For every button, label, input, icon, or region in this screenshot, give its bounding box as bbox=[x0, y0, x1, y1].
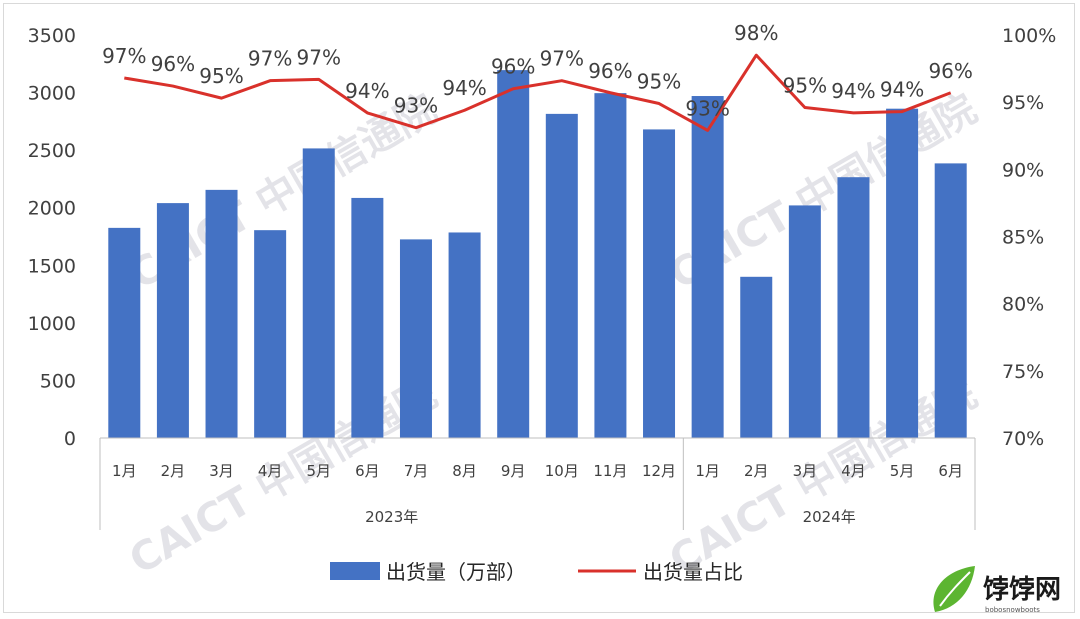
bar bbox=[302, 148, 335, 438]
legend: 出货量（万部） 出货量占比 bbox=[330, 560, 743, 584]
legend-swatch-bar bbox=[330, 562, 380, 580]
y-left-tick-label: 1500 bbox=[28, 255, 76, 277]
line-data-label: 93% bbox=[394, 94, 438, 118]
leaf-icon bbox=[933, 566, 975, 612]
y-axis-left: 0 500 1000 1500 2000 2500 3000 3500 bbox=[28, 25, 76, 450]
bar bbox=[448, 232, 481, 438]
x-tick-label: 2月 bbox=[161, 462, 186, 480]
bar bbox=[837, 177, 870, 439]
line-data-label: 94% bbox=[345, 79, 389, 103]
line-data-label: 94% bbox=[880, 78, 924, 102]
line-data-label: 95% bbox=[783, 74, 827, 98]
bar bbox=[886, 108, 919, 438]
x-tick-label: 11月 bbox=[593, 462, 627, 480]
share-line bbox=[124, 53, 952, 132]
line-data-label: 93% bbox=[685, 96, 729, 120]
y-left-tick-label: 1000 bbox=[28, 313, 76, 335]
x-tick-label: 3月 bbox=[209, 462, 234, 480]
line-data-label: 98% bbox=[734, 21, 778, 45]
y-left-tick-label: 2500 bbox=[28, 140, 76, 162]
bar bbox=[691, 96, 724, 439]
bar bbox=[205, 189, 238, 438]
line-data-label: 94% bbox=[442, 76, 486, 100]
x-group-label: 2023年 bbox=[365, 508, 418, 526]
y-right-tick-label: 100% bbox=[1002, 25, 1056, 47]
y-right-tick-label: 85% bbox=[1002, 227, 1044, 249]
line-data-label: 97% bbox=[540, 47, 584, 71]
line-data-label: 96% bbox=[588, 59, 632, 83]
x-tick-label: 5月 bbox=[306, 462, 331, 480]
y-left-tick-label: 2000 bbox=[28, 198, 76, 220]
bar bbox=[108, 227, 141, 438]
bar bbox=[788, 205, 821, 438]
logo-subtitle: bobosnowboots bbox=[985, 606, 1040, 614]
line-series bbox=[124, 53, 952, 132]
bar bbox=[399, 239, 432, 438]
x-tick-label: 8月 bbox=[452, 462, 477, 480]
line-data-labels: 97% 96%95%97% 97%94%93%94%96% 97%96% 95%93%9… bbox=[102, 21, 973, 120]
x-group-label: 2024年 bbox=[803, 508, 856, 526]
line-data-label: 97% bbox=[248, 47, 292, 71]
y-right-tick-label: 90% bbox=[1002, 159, 1044, 181]
bar bbox=[740, 276, 773, 438]
legend-label-bar: 出货量（万部） bbox=[386, 560, 526, 584]
x-tick-label: 9月 bbox=[501, 462, 526, 480]
x-tick-label: 4月 bbox=[258, 462, 283, 480]
bar bbox=[934, 163, 967, 439]
x-axis-categories: 1月 2月 3月 4月 5月 6月 7月 8月 9月 10月 11月 12月 1月 2月 3月 4月 5月 6月 2… bbox=[99, 438, 976, 530]
x-tick-label: 3月 bbox=[793, 462, 818, 480]
y-right-tick-label: 75% bbox=[1002, 361, 1044, 383]
line-data-label: 96% bbox=[151, 52, 195, 76]
legend-label-line: 出货量占比 bbox=[643, 560, 743, 584]
chart-frame bbox=[3, 3, 1075, 613]
x-tick-label: 12月 bbox=[642, 462, 676, 480]
y-left-tick-label: 3500 bbox=[28, 25, 76, 47]
x-tick-label: 2月 bbox=[744, 462, 769, 480]
y-left-tick-label: 0 bbox=[64, 428, 76, 450]
x-tick-label: 6月 bbox=[938, 462, 963, 480]
site-logo: 饽饽网 bobosnowboots bbox=[933, 566, 1061, 614]
x-tick-label: 5月 bbox=[890, 462, 915, 480]
x-tick-label: 1月 bbox=[695, 462, 720, 480]
line-data-label: 95% bbox=[637, 70, 681, 94]
bar bbox=[254, 230, 287, 438]
y-left-tick-label: 3000 bbox=[28, 83, 76, 105]
y-axis-right: 70% 75% 80% 85% 90% 95% 100% bbox=[1002, 25, 1056, 450]
bar-series bbox=[108, 70, 967, 439]
x-tick-label: 1月 bbox=[112, 462, 137, 480]
line-data-label: 95% bbox=[199, 64, 243, 88]
bar bbox=[594, 93, 627, 438]
bar bbox=[545, 113, 578, 438]
line-data-label: 96% bbox=[491, 55, 535, 79]
y-right-tick-label: 95% bbox=[1002, 92, 1044, 114]
line-data-label: 97% bbox=[297, 45, 341, 69]
x-tick-label: 7月 bbox=[404, 462, 429, 480]
y-left-tick-label: 500 bbox=[40, 370, 76, 392]
bar bbox=[156, 203, 189, 438]
line-data-label: 94% bbox=[831, 79, 875, 103]
y-right-tick-label: 70% bbox=[1002, 428, 1044, 450]
logo-name: 饽饽网 bbox=[983, 575, 1061, 605]
y-right-tick-label: 80% bbox=[1002, 294, 1044, 316]
line-data-label: 96% bbox=[928, 59, 972, 83]
x-tick-label: 10月 bbox=[545, 462, 579, 480]
line-data-label: 97% bbox=[102, 44, 146, 68]
x-tick-label: 6月 bbox=[355, 462, 380, 480]
x-tick-label: 4月 bbox=[841, 462, 866, 480]
bar bbox=[643, 129, 676, 438]
bar bbox=[351, 197, 384, 438]
bar bbox=[497, 70, 530, 439]
